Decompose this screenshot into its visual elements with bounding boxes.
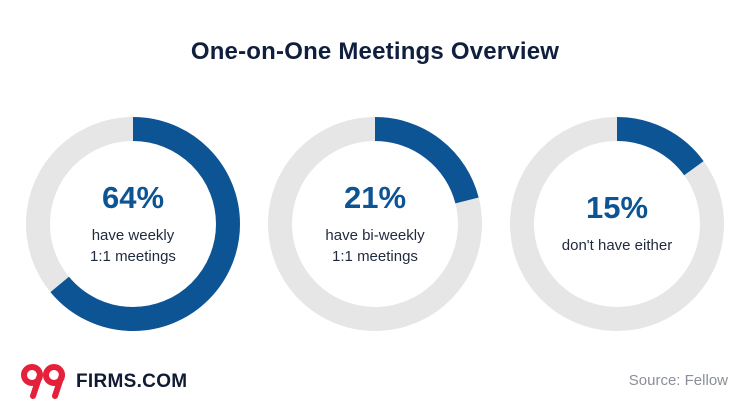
description-line-2: 1:1 meetings [332, 247, 418, 265]
logo-text: FIRMS.COM [76, 371, 188, 392]
description-line-1: don't have either [561, 237, 673, 254]
donut-value-arc [268, 117, 482, 331]
donut-value-arc [26, 117, 240, 331]
donut-weekly-svg [26, 117, 240, 331]
description-line-2: 1:1 meetings [90, 247, 176, 265]
description-line-1: have weekly [91, 226, 175, 244]
percent-label: 21% [343, 179, 407, 215]
donut-neither-svg [510, 117, 724, 331]
chart-title: One-on-One Meetings Overview [190, 38, 560, 65]
source-note: Source: Fellow [628, 372, 728, 389]
brand-logo[interactable]: FIRMS.COM [20, 362, 187, 402]
percent-label: 15% [585, 190, 649, 225]
donut-biweekly-svg [268, 117, 482, 331]
donut-neither: 15% don't have either [510, 117, 724, 331]
donut-value-arc [510, 117, 724, 331]
percent-label: 64% [101, 179, 165, 215]
donut-biweekly: 21% have bi-weekly 1:1 meetings [268, 117, 482, 331]
donut-weekly: 64% have weekly 1:1 meetings [26, 117, 240, 331]
description-line-1: have bi-weekly [325, 226, 425, 244]
logo-99-icon [20, 362, 68, 402]
